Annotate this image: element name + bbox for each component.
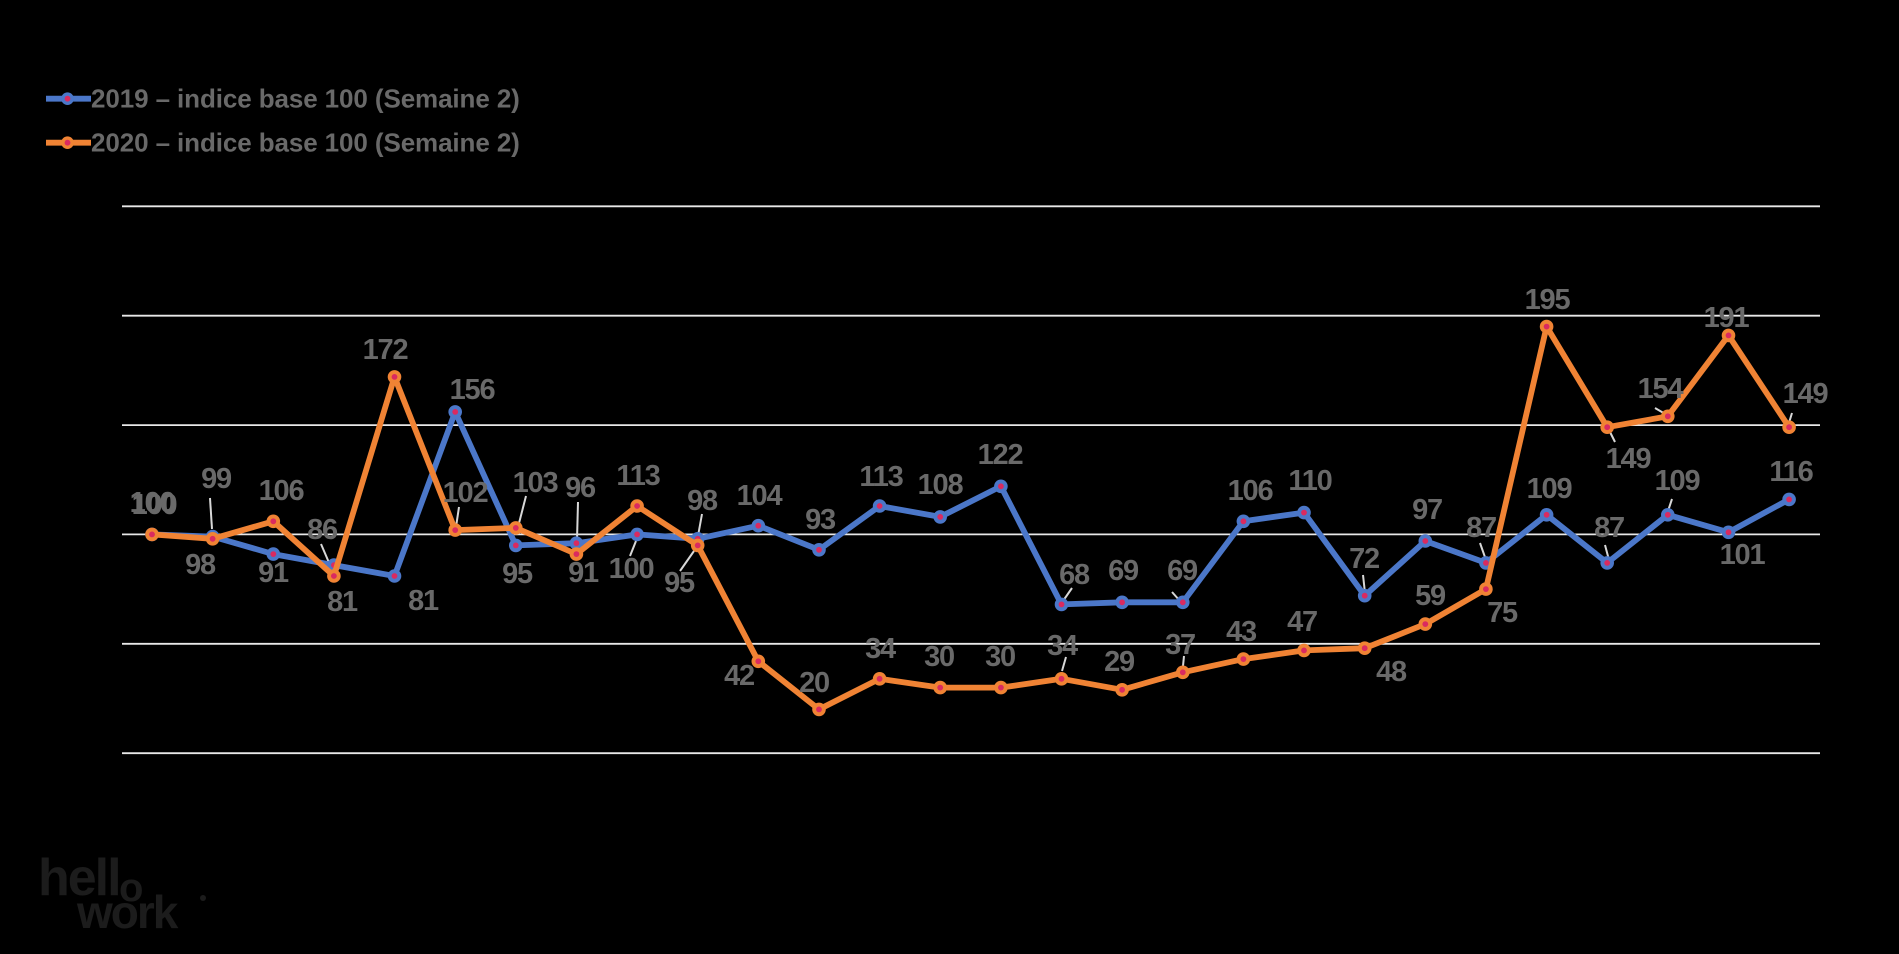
svg-text:195: 195 [1525,284,1571,316]
svg-text:91: 91 [568,557,599,589]
svg-text:122: 122 [978,439,1023,471]
svg-text:87: 87 [1466,512,1496,544]
svg-text:109: 109 [1527,473,1573,505]
svg-text:100: 100 [132,489,177,521]
svg-text:81: 81 [408,585,439,617]
svg-text:34: 34 [1047,630,1078,662]
svg-text:97: 97 [1412,494,1442,526]
svg-text:o: o [119,866,142,910]
svg-text:work: work [76,886,179,938]
svg-text:100: 100 [130,487,175,519]
svg-text:20: 20 [799,667,829,699]
svg-text:154: 154 [1638,373,1684,405]
svg-text:100: 100 [609,553,654,585]
svg-text:93: 93 [805,504,836,536]
svg-text:106: 106 [1228,475,1274,507]
svg-text:69: 69 [1108,555,1139,587]
svg-text:102: 102 [443,477,488,509]
svg-text:59: 59 [1415,580,1446,612]
svg-text:72: 72 [1349,543,1379,575]
svg-text:42: 42 [724,660,754,692]
svg-text:37: 37 [1165,629,1195,661]
svg-text:149: 149 [1606,443,1652,475]
svg-text:68: 68 [1059,559,1090,591]
svg-text:95: 95 [664,567,695,599]
svg-text:109: 109 [1655,465,1701,497]
svg-text:191: 191 [1704,302,1750,334]
svg-text:48: 48 [1376,656,1407,688]
svg-text:75: 75 [1487,597,1518,629]
svg-text:108: 108 [918,469,964,501]
svg-text:98: 98 [185,549,216,581]
svg-text:29: 29 [1104,646,1135,678]
svg-text:149: 149 [1783,378,1829,410]
svg-text:98: 98 [687,485,718,517]
svg-text:110: 110 [1288,465,1331,497]
svg-text:95: 95 [502,558,533,590]
svg-text:96: 96 [565,472,596,504]
svg-text:116: 116 [1769,456,1813,488]
svg-text:47: 47 [1287,606,1317,638]
svg-text:156: 156 [450,374,496,406]
svg-text:30: 30 [924,641,954,673]
svg-text:hell: hell [38,849,120,907]
svg-text:172: 172 [363,334,408,366]
svg-text:86: 86 [307,514,338,546]
svg-text:103: 103 [513,467,559,499]
svg-text:34: 34 [865,633,896,665]
svg-text:106: 106 [259,475,305,507]
svg-text:2020 – indice base 100 (Semain: 2020 – indice base 100 (Semaine 2) [91,128,520,158]
svg-text:81: 81 [327,586,358,618]
svg-text:113: 113 [859,461,903,493]
svg-text:101: 101 [1720,539,1766,571]
svg-text:87: 87 [1594,512,1624,544]
svg-text:104: 104 [737,480,783,512]
svg-text:91: 91 [258,557,289,589]
svg-text:99: 99 [201,463,232,495]
svg-text:43: 43 [1226,616,1257,648]
svg-text:2019 – indice base 100 (Semain: 2019 – indice base 100 (Semaine 2) [91,84,520,114]
svg-text:30: 30 [985,641,1015,673]
svg-text:69: 69 [1167,555,1198,587]
svg-text:113: 113 [616,460,660,492]
